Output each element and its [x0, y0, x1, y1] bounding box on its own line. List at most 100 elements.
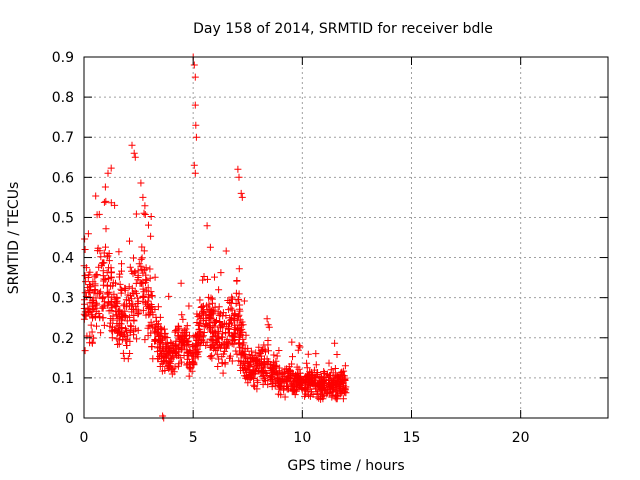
- data-point: [156, 363, 164, 370]
- data-point: [218, 359, 226, 367]
- data-point: [140, 247, 148, 255]
- data-point: [115, 336, 123, 344]
- data-point: [232, 347, 240, 355]
- data-point: [114, 324, 122, 332]
- data-point: [138, 243, 146, 251]
- data-point: [86, 332, 94, 340]
- data-point: [235, 290, 243, 298]
- data-point: [86, 308, 94, 316]
- data-point: [331, 339, 339, 347]
- data-point: [152, 337, 160, 344]
- data-point: [249, 370, 257, 378]
- data-point: [144, 332, 152, 340]
- data-point: [158, 367, 166, 375]
- data-point: [105, 264, 112, 272]
- data-point: [105, 307, 113, 315]
- data-point: [127, 326, 134, 334]
- x-tick-label: 15: [403, 430, 421, 446]
- data-point: [101, 276, 109, 284]
- data-point: [265, 323, 273, 331]
- data-point: [151, 323, 159, 331]
- data-point: [185, 372, 193, 380]
- data-point: [139, 269, 147, 277]
- data-point: [206, 310, 214, 318]
- data-point: [168, 370, 176, 378]
- data-point: [91, 312, 99, 320]
- data-point: [148, 343, 156, 350]
- data-point: [99, 267, 107, 275]
- data-point: [318, 384, 326, 392]
- data-point: [130, 305, 137, 313]
- data-point: [260, 375, 268, 383]
- data-point: [296, 343, 304, 351]
- data-point: [129, 300, 137, 308]
- data-point: [333, 351, 341, 358]
- data-point: [302, 384, 310, 392]
- data-point: [174, 351, 182, 359]
- data-point: [154, 344, 162, 352]
- data-points: [80, 53, 350, 422]
- x-tick-labels: 0 5 10 15 20: [80, 430, 530, 446]
- data-point: [342, 383, 350, 391]
- data-point: [139, 306, 147, 314]
- grid: [84, 57, 608, 418]
- data-point: [133, 289, 140, 297]
- data-point: [313, 369, 321, 376]
- data-point: [116, 313, 123, 321]
- data-point: [117, 320, 125, 328]
- data-point: [254, 362, 262, 370]
- y-tick-label: 0.5: [52, 210, 74, 226]
- data-point: [323, 370, 331, 378]
- data-point: [171, 363, 179, 371]
- data-point: [235, 333, 243, 341]
- data-point: [188, 352, 196, 360]
- data-point: [151, 273, 159, 281]
- data-point: [85, 307, 93, 315]
- data-point: [123, 327, 130, 335]
- data-point: [200, 338, 207, 346]
- data-point: [242, 372, 250, 380]
- data-point: [118, 267, 125, 275]
- data-point: [320, 368, 328, 375]
- data-point: [238, 193, 246, 201]
- data-point: [265, 347, 272, 355]
- data-point: [117, 285, 125, 293]
- data-point: [288, 338, 296, 346]
- data-point: [87, 321, 95, 329]
- data-point: [134, 267, 142, 275]
- data-point: [165, 292, 173, 300]
- data-point: [203, 222, 211, 230]
- data-point: [281, 393, 289, 401]
- data-point: [318, 393, 326, 401]
- data-point: [100, 321, 108, 329]
- data-point: [336, 373, 344, 381]
- data-point: [223, 338, 231, 346]
- data-point: [288, 382, 296, 390]
- data-point: [141, 336, 149, 344]
- data-point: [212, 339, 220, 347]
- data-point: [125, 297, 133, 305]
- data-point: [172, 337, 180, 345]
- data-point: [248, 351, 256, 359]
- data-point: [94, 247, 102, 255]
- data-point: [130, 312, 138, 319]
- data-point: [81, 347, 89, 355]
- data-point: [139, 294, 147, 301]
- data-point: [166, 364, 174, 372]
- data-point: [254, 352, 262, 360]
- data-point: [331, 365, 339, 372]
- data-point: [242, 331, 250, 339]
- data-point: [191, 169, 199, 177]
- data-point: [133, 335, 141, 343]
- data-point: [161, 334, 169, 342]
- data-point: [226, 314, 234, 322]
- data-point: [96, 314, 104, 322]
- data-point: [134, 294, 142, 302]
- data-point: [156, 337, 164, 345]
- data-point: [199, 276, 207, 284]
- data-point: [101, 298, 109, 306]
- data-point: [253, 358, 261, 366]
- data-point: [210, 318, 218, 326]
- data-point: [102, 197, 110, 205]
- data-point: [191, 73, 199, 81]
